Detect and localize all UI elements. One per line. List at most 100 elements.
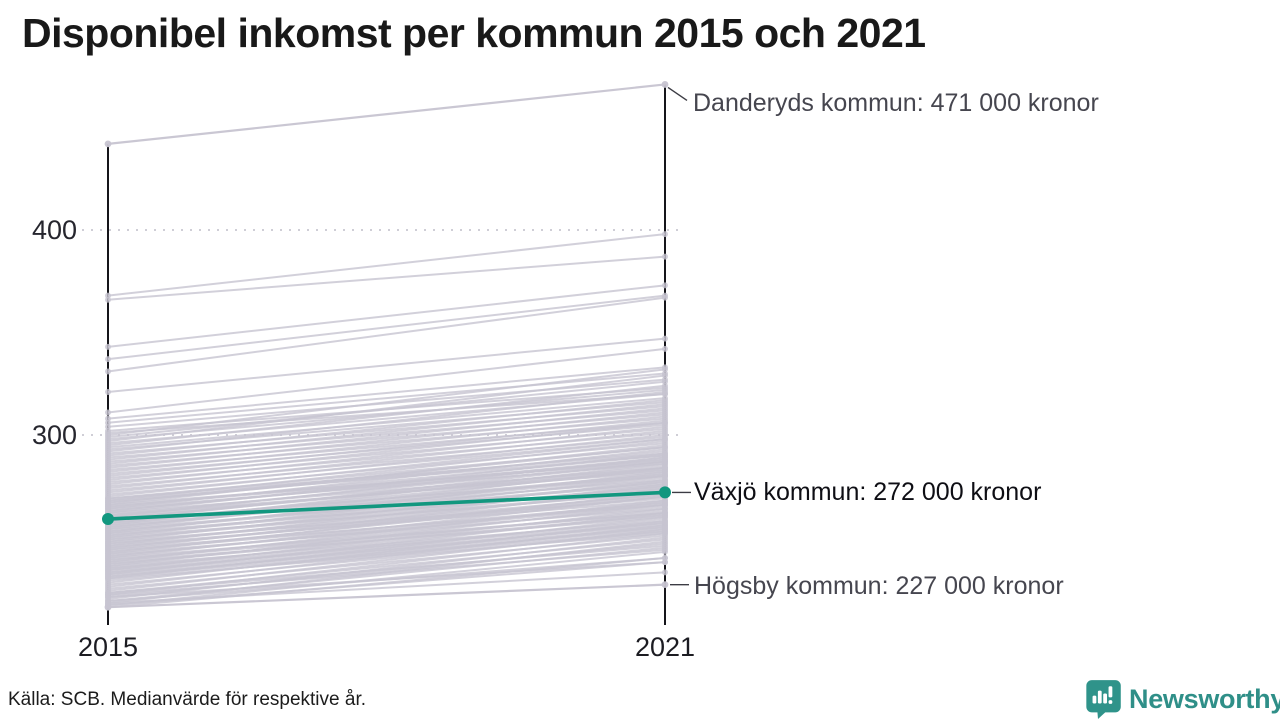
slope-line-dot-2021	[662, 405, 668, 412]
slope-line-dot-2021	[662, 294, 668, 301]
slope-line	[107, 347, 666, 414]
slope-line-danderyd-dot-2021	[661, 81, 669, 88]
slope-line-dot-2021	[662, 335, 668, 342]
slope-line	[107, 522, 666, 570]
y-axis-tick-400: 400	[31, 215, 77, 245]
slope-line-danderyd	[107, 83, 666, 145]
highlight-slope-line-vaxjo-dot-2015	[102, 513, 114, 526]
slope-line	[107, 294, 666, 361]
slope-line	[107, 378, 666, 428]
slope-line-dot-2021	[662, 432, 668, 438]
slope-line-dot-2015	[105, 415, 111, 422]
slope-line	[107, 380, 666, 439]
slope-line	[107, 284, 666, 348]
slope-line-dot-2015	[105, 593, 111, 600]
slope-line	[107, 438, 666, 492]
slope-line-dot-2015	[105, 589, 111, 596]
slope-line-dot-2021	[662, 505, 668, 512]
slope-line	[107, 561, 666, 598]
slope-line-dot-2015	[105, 573, 111, 580]
slope-line	[107, 501, 666, 553]
slope-line-dot-2021	[662, 372, 668, 379]
slope-line-dot-2021	[662, 450, 668, 457]
brand-name: Newsworthy	[1129, 683, 1280, 714]
slope-line-dot-2015	[105, 419, 111, 426]
slope-line-dot-2021	[662, 231, 668, 238]
slope-line-dot-2021	[662, 546, 668, 553]
slope-line	[107, 337, 666, 393]
annotation-vaxjo: Växjö kommun: 272 000 kronor	[694, 478, 1042, 506]
slope-line	[107, 438, 666, 498]
slope-line	[107, 503, 666, 557]
slope-line-dot-2021	[662, 253, 668, 260]
slope-line	[107, 434, 666, 494]
x-axis-tick-2021: 2021	[634, 632, 696, 662]
slope-line-dot-2015	[105, 528, 111, 535]
slope-line	[107, 452, 666, 500]
slope-line	[107, 296, 666, 373]
slope-line-dot-2015	[105, 296, 111, 303]
slope-line	[107, 532, 666, 580]
slope-line	[107, 446, 666, 504]
slope-line-dot-2021	[662, 464, 668, 471]
slope-line-dot-2015	[105, 552, 111, 559]
slope-line-hogsby	[107, 583, 666, 609]
slope-line-dot-2015	[105, 423, 111, 430]
slope-line	[107, 528, 666, 576]
slope-line-dot-2021	[662, 282, 668, 289]
slope-line-dot-2015	[105, 565, 111, 572]
slope-line	[107, 495, 666, 549]
slope-line-dot-2021	[662, 470, 668, 477]
slope-line-dot-2015	[105, 532, 111, 539]
slope-line	[107, 571, 666, 605]
slope-line	[107, 526, 666, 574]
slope-line	[107, 475, 666, 529]
slope-line-dot-2015	[105, 503, 111, 510]
slope-line	[107, 511, 666, 562]
slope-line-dot-2021	[662, 528, 668, 535]
slope-line	[107, 458, 666, 508]
x-axis-tick-2015: 2015	[77, 632, 139, 662]
slope-line-dot-2021	[662, 366, 668, 373]
slope-line-hogsby-dot-2015	[104, 603, 112, 611]
slope-line-dot-2021	[662, 542, 668, 549]
slope-line	[107, 429, 666, 490]
slope-line-dot-2021	[662, 559, 668, 566]
slope-line-dot-2015	[105, 388, 111, 395]
slope-line-hogsby-dot-2021	[661, 581, 669, 589]
slope-line-dot-2021	[662, 534, 668, 541]
slope-line	[107, 233, 666, 297]
slope-line	[107, 421, 666, 482]
slope-line	[107, 479, 666, 527]
slope-line	[107, 411, 666, 469]
slope-line	[107, 399, 666, 457]
slope-line-dot-2021	[662, 479, 668, 486]
slope-line-dot-2015	[105, 536, 111, 543]
slope-line-dot-2021	[662, 397, 668, 404]
slope-line	[107, 456, 666, 512]
annotation-danderyd: Danderyds kommun: 471 000 kronor	[693, 89, 1099, 117]
slope-line	[107, 366, 666, 420]
slope-line	[107, 530, 666, 578]
slope-line-dot-2021	[662, 423, 668, 430]
slope-line-dot-2015	[105, 548, 111, 555]
slope-line	[107, 374, 666, 443]
slope-line-dot-2021	[662, 413, 668, 420]
slope-line	[107, 403, 666, 461]
slope-line	[107, 520, 666, 568]
slope-line-dot-2015	[105, 569, 111, 576]
highlight-slope-line-vaxjo	[107, 490, 666, 521]
slope-line-dot-2015	[105, 557, 111, 564]
slope-line	[107, 407, 666, 465]
slope-line-dot-2021	[662, 555, 668, 561]
slope-line	[107, 524, 666, 572]
slope-line	[107, 415, 666, 473]
slope-line	[107, 390, 666, 453]
slope-line	[107, 393, 666, 434]
slope-line-dot-2021	[662, 427, 668, 434]
y-axis-tick-300: 300	[31, 420, 77, 450]
slope-line	[107, 372, 666, 424]
connector-danderyd	[667, 86, 688, 102]
page-title: Disponibel inkomst per kommun 2015 och 2…	[22, 10, 926, 56]
